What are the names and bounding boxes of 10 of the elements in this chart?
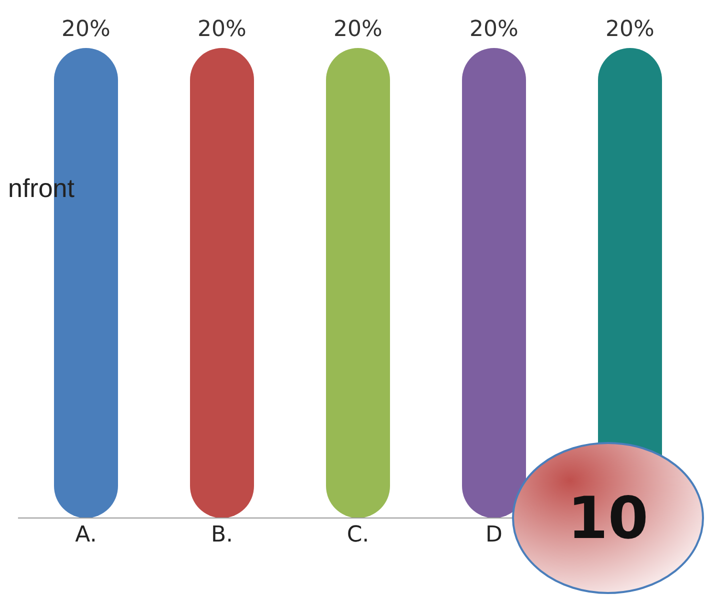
data-label: 20%	[334, 17, 382, 42]
data-label: 20%	[198, 17, 246, 42]
x-tick-label: D	[486, 522, 502, 548]
data-label: 20%	[62, 17, 110, 42]
data-label: 20%	[470, 17, 518, 42]
x-tick-label: B.	[210, 522, 234, 548]
x-tick-label: A.	[75, 522, 97, 548]
annotation: 10	[568, 484, 648, 552]
data-label: 20%	[606, 17, 654, 42]
x-tick-label: C.	[346, 522, 370, 548]
